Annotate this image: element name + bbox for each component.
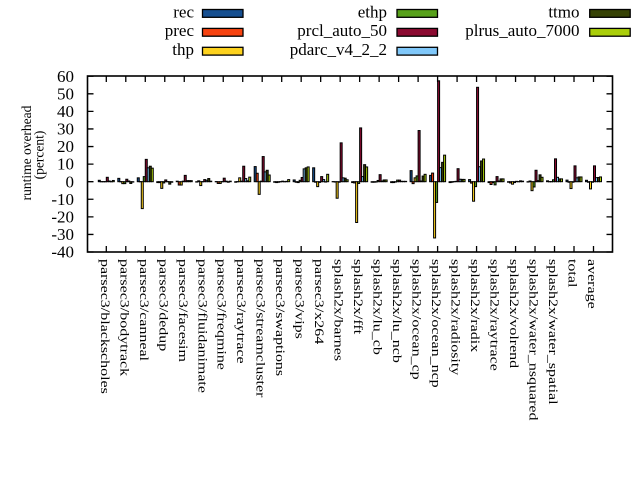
svg-text:parsec3/freqmine: parsec3/freqmine	[214, 259, 228, 370]
svg-text:parsec3/canneal: parsec3/canneal	[136, 259, 150, 361]
svg-text:splash2x/volrend: splash2x/volrend	[507, 259, 521, 369]
svg-text:10: 10	[57, 155, 74, 174]
svg-text:-40: -40	[51, 243, 74, 262]
svg-text:parsec3/blackscholes: parsec3/blackscholes	[97, 259, 111, 394]
svg-text:20: 20	[57, 137, 74, 156]
svg-text:splash2x/lu_ncb: splash2x/lu_ncb	[390, 259, 404, 363]
svg-text:parsec3/dedup: parsec3/dedup	[156, 259, 170, 351]
svg-text:ethp: ethp	[358, 2, 387, 21]
svg-text:splash2x/water_nsquared: splash2x/water_nsquared	[526, 259, 540, 421]
svg-text:parsec3/swaptions: parsec3/swaptions	[273, 259, 287, 377]
svg-text:runtime overhead: runtime overhead	[19, 105, 34, 200]
svg-text:plrus_auto_7000: plrus_auto_7000	[465, 21, 579, 40]
svg-text:thp: thp	[172, 40, 194, 59]
svg-text:30: 30	[57, 120, 74, 139]
svg-text:parsec3/streamcluster: parsec3/streamcluster	[253, 259, 267, 398]
svg-text:splash2x/lu_cb: splash2x/lu_cb	[370, 259, 384, 355]
svg-text:average: average	[584, 259, 598, 309]
svg-text:splash2x/ocean_ncp: splash2x/ocean_ncp	[429, 259, 443, 388]
svg-text:parsec3/vips: parsec3/vips	[292, 259, 306, 339]
svg-text:pdarc_v4_2_2: pdarc_v4_2_2	[290, 40, 387, 59]
svg-text:parsec3/raytrace: parsec3/raytrace	[234, 259, 248, 364]
svg-text:splash2x/barnes: splash2x/barnes	[331, 259, 345, 361]
svg-text:splash2x/water_spatial: splash2x/water_spatial	[545, 259, 559, 405]
svg-text:ttmo: ttmo	[548, 2, 579, 21]
svg-text:splash2x/radiosity: splash2x/radiosity	[448, 259, 462, 376]
svg-text:prec: prec	[165, 21, 195, 40]
svg-text:-20: -20	[51, 207, 74, 226]
svg-text:parsec3/bodytrack: parsec3/bodytrack	[117, 259, 131, 377]
svg-text:50: 50	[57, 84, 74, 103]
svg-text:total: total	[565, 259, 579, 287]
svg-text:parsec3/facesim: parsec3/facesim	[175, 259, 189, 363]
svg-text:-10: -10	[51, 190, 74, 209]
svg-text:0: 0	[66, 172, 75, 191]
svg-text:prcl_auto_50: prcl_auto_50	[297, 21, 387, 40]
svg-text:splash2x/fft: splash2x/fft	[351, 259, 365, 334]
svg-text:splash2x/radix: splash2x/radix	[468, 259, 482, 353]
svg-text:(percent): (percent)	[32, 131, 47, 180]
svg-text:rec: rec	[173, 2, 194, 21]
svg-text:parsec3/x264: parsec3/x264	[312, 259, 326, 345]
svg-text:parsec3/fluidanimate: parsec3/fluidanimate	[195, 259, 209, 393]
svg-text:-30: -30	[51, 225, 74, 244]
svg-text:40: 40	[57, 102, 74, 121]
svg-text:splash2x/raytrace: splash2x/raytrace	[487, 259, 501, 371]
svg-text:splash2x/ocean_cp: splash2x/ocean_cp	[409, 259, 423, 380]
svg-text:60: 60	[57, 67, 74, 86]
